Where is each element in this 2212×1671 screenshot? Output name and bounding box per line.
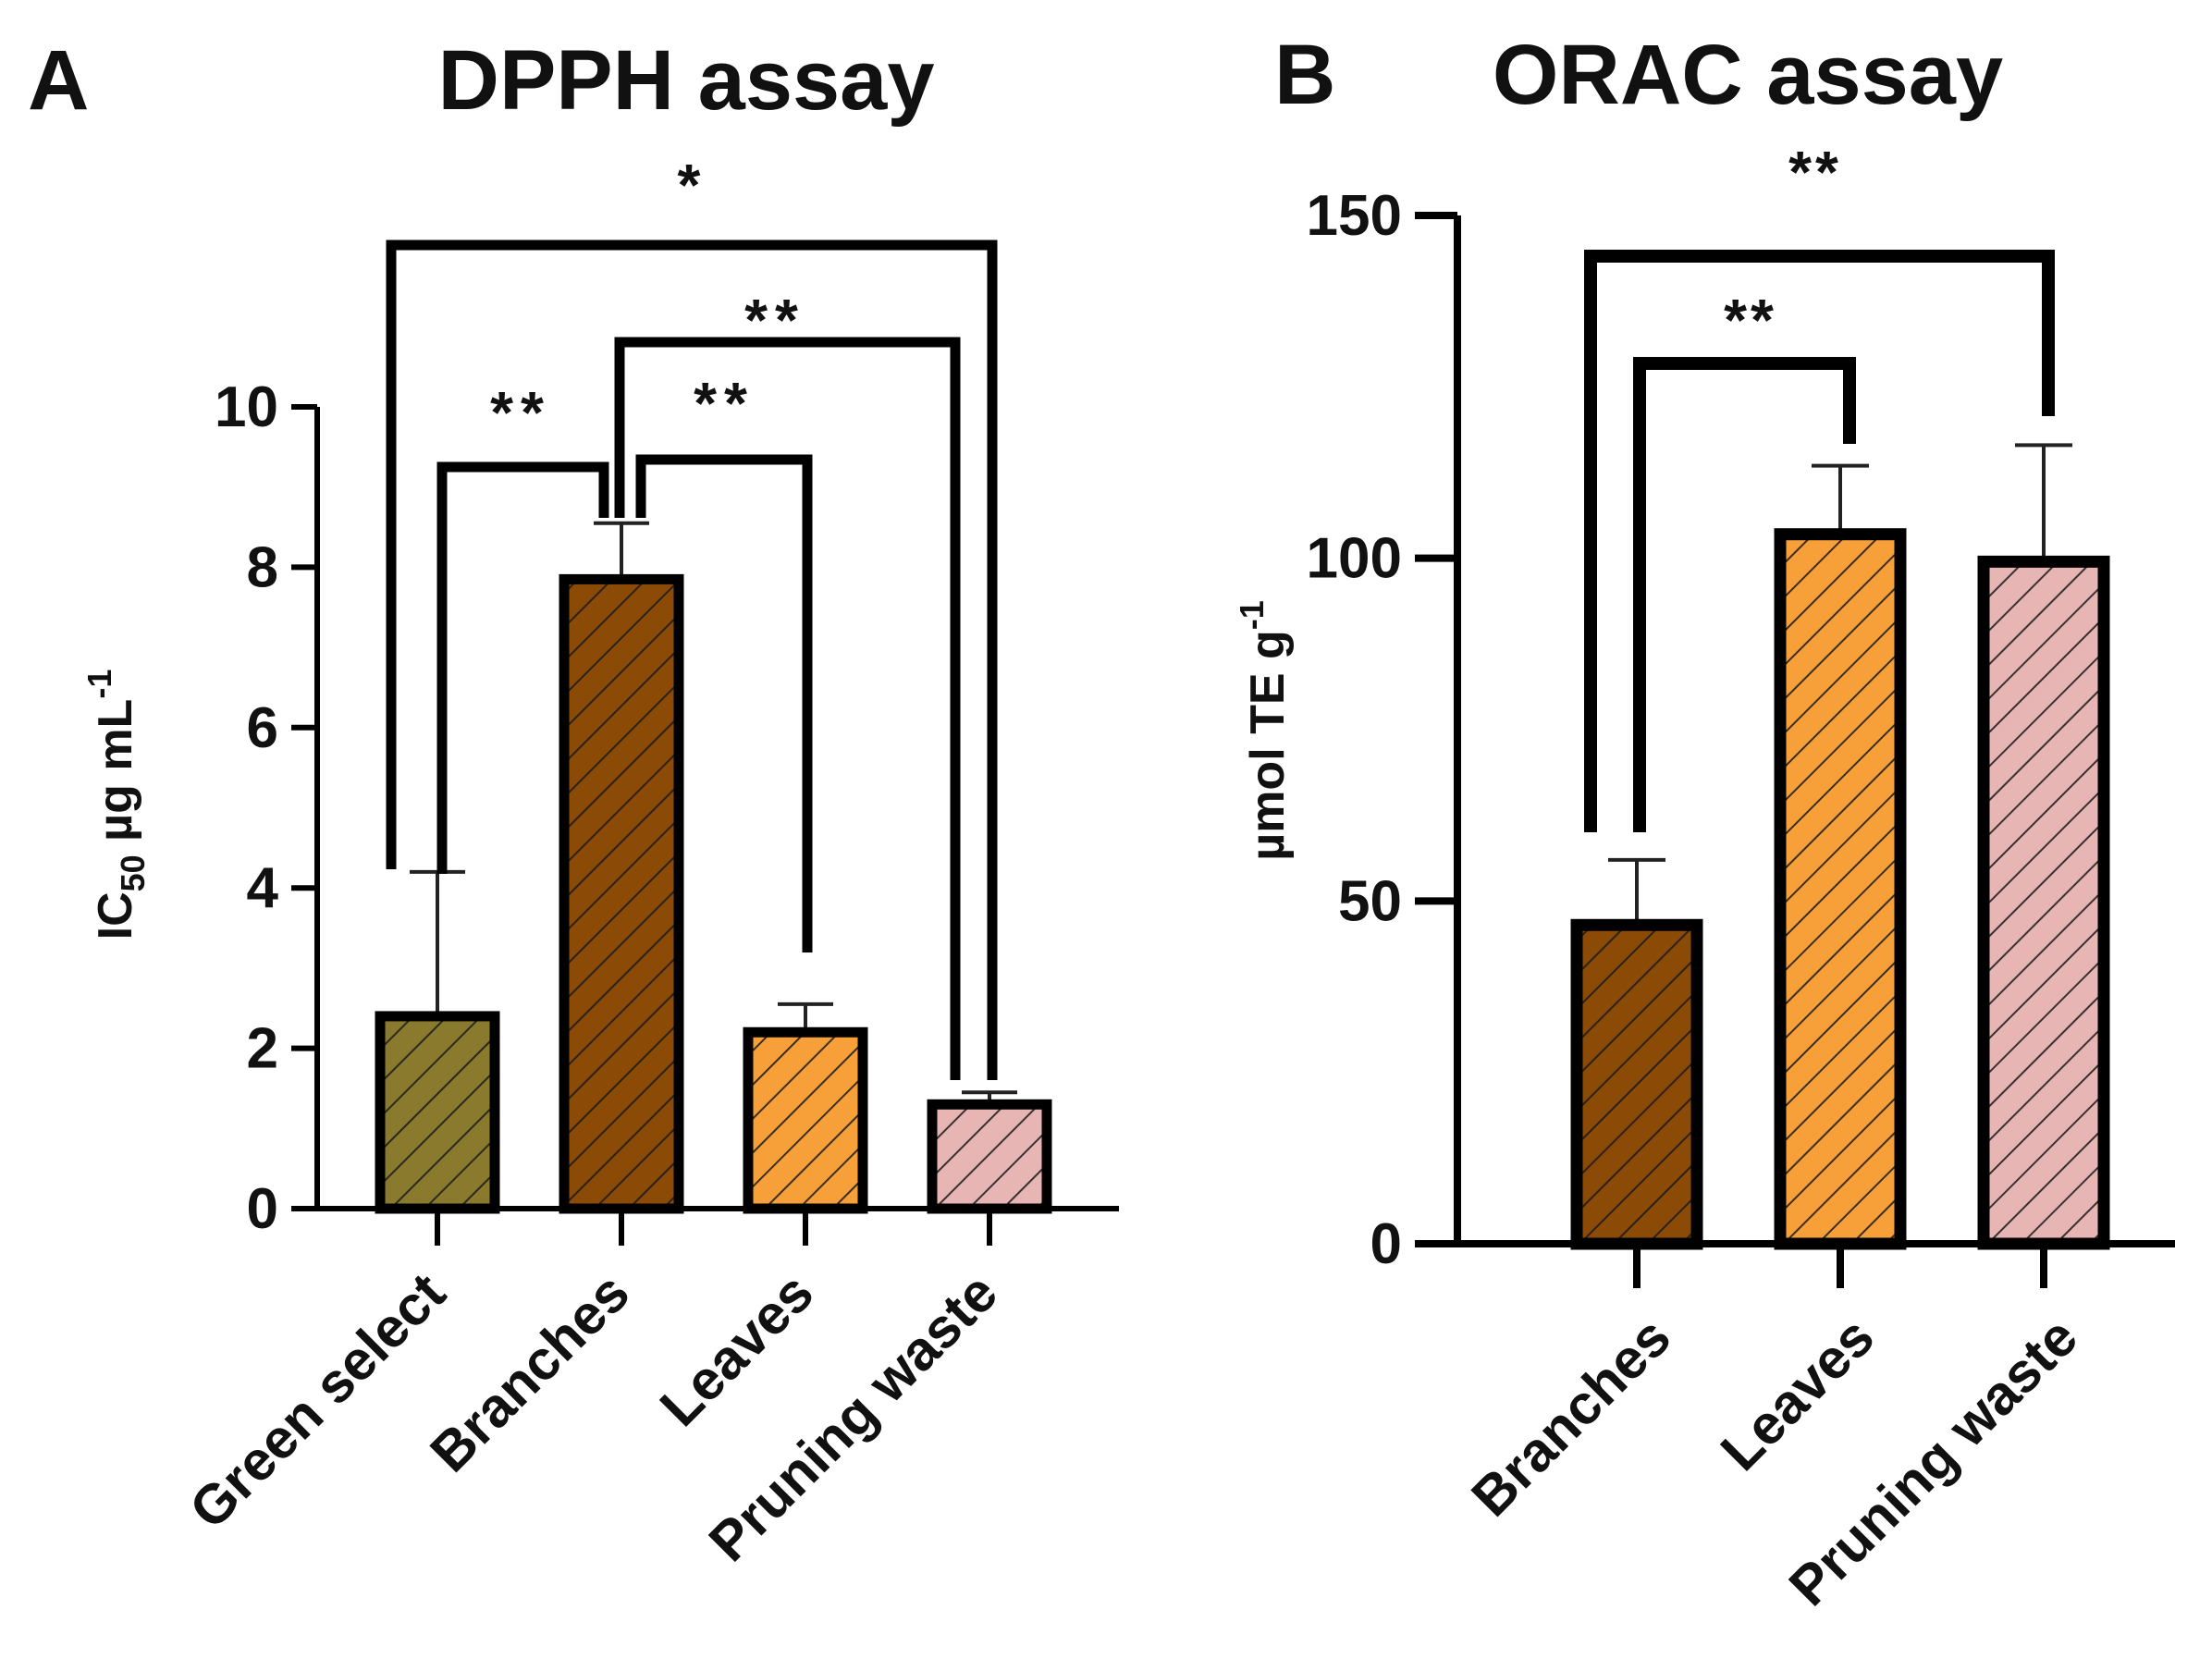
a-significance-label-green-select-vs-pruning-waste: * — [678, 152, 701, 218]
panel-a-dpph-chart: A DPPH assay IC50 µg mL-1 0 2 4 6 8 10 Green … — [28, 33, 1119, 1573]
b-significance-label-branches-vs-leaves: ** — [1724, 287, 1777, 353]
b-significance-bracket-branches-vs-leaves — [1633, 357, 1856, 832]
a-category-label-leaves: Leaves — [648, 1261, 825, 1438]
b-bar-hatch-leaves — [1780, 534, 1900, 1244]
a-y-tick-label-2: 2 — [247, 1017, 278, 1081]
b-category-label-branches: Branches — [1459, 1306, 1682, 1529]
a-bar-hatch-leaves — [748, 1032, 863, 1209]
panel-a-title: DPPH assay — [438, 33, 935, 128]
b-y-tick-label-0: 0 — [1370, 1212, 1402, 1276]
panel-a-y-axis-label: IC50 µg mL-1 — [80, 670, 152, 940]
a-y-tick-label-4: 4 — [247, 856, 279, 920]
a-significance-bracket-green-select-vs-branches — [436, 461, 609, 874]
b-y-tick-label-100: 100 — [1307, 527, 1402, 591]
a-category-label-green-select: Green select — [178, 1261, 457, 1541]
a-y-tick-label-0: 0 — [247, 1177, 278, 1241]
a-y-tick-label-6: 6 — [247, 696, 278, 760]
a-significance-label-branches-vs-leaves: ** — [694, 370, 755, 436]
a-bar-hatch-green-select — [380, 1015, 495, 1209]
a-bar-hatch-branches — [564, 579, 679, 1209]
a-bar-hatch-pruning-waste — [932, 1104, 1047, 1209]
panel-b-letter: B — [1274, 28, 1335, 122]
b-bar-hatch-pruning-waste — [1984, 561, 2104, 1244]
panel-b-orac-chart: B ORAC assay µmol TE g-1 0 50 100 150 Branc… — [1233, 28, 2175, 1617]
a-significance-label-branches-vs-pruning-waste: ** — [744, 287, 805, 353]
a-category-label-branches: Branches — [418, 1261, 641, 1484]
a-significance-label-green-select-vs-branches: ** — [490, 379, 551, 446]
b-significance-bracket-branches-vs-pruning-waste — [1584, 250, 2055, 832]
panel-b-title: ORAC assay — [1493, 28, 2003, 122]
b-category-label-leaves: Leaves — [1709, 1306, 1886, 1482]
a-significance-bracket-green-select-vs-pruning-waste — [386, 240, 998, 1080]
a-significance-bracket-branches-vs-pruning-waste — [614, 337, 961, 1080]
a-significance-bracket-branches-vs-leaves — [635, 454, 813, 952]
b-y-tick-label-150: 150 — [1307, 184, 1402, 248]
a-y-tick-label-8: 8 — [247, 535, 278, 599]
a-y-tick-label-10: 10 — [215, 375, 278, 439]
panel-a-letter: A — [28, 33, 89, 128]
b-significance-label-branches-vs-pruning-waste: ** — [1788, 139, 1842, 205]
panel-b-y-axis-label: µmol TE g-1 — [1233, 600, 1295, 861]
b-y-tick-label-50: 50 — [1338, 869, 1402, 933]
b-bar-hatch-branches — [1577, 925, 1697, 1244]
